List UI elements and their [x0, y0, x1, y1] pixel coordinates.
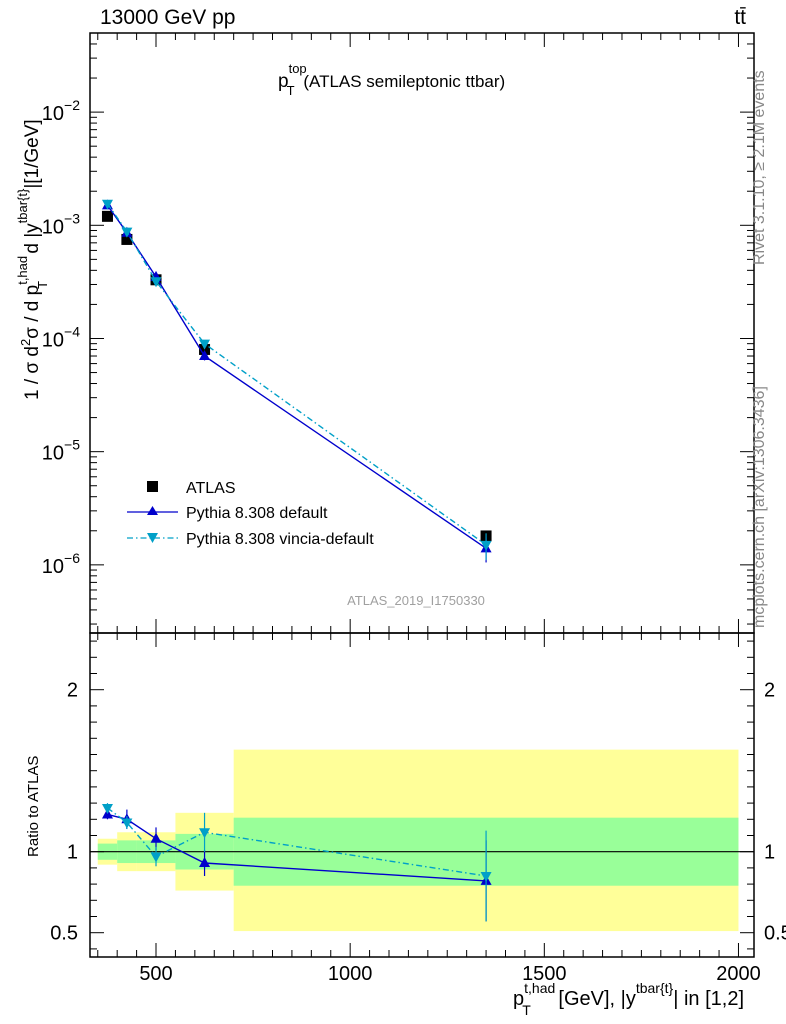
- legend-marker-vincia: [147, 533, 158, 543]
- main-y-tick-label: 10−2: [42, 97, 80, 125]
- ratio-y-tick-label-left: 2: [67, 680, 78, 702]
- plot-title: ptop T (ATLAS semileptonic ttbar): [278, 61, 505, 98]
- main-y-tick-label: 10−6: [42, 550, 80, 578]
- ratio-uncertainty-bands: [97, 749, 739, 932]
- main-point-atlas: [101, 210, 113, 222]
- legend-label-default: Pythia 8.308 default: [186, 505, 328, 522]
- ratio-point-default: [199, 857, 211, 868]
- main-point-vincia: [199, 339, 211, 350]
- x-tick-label: 1000: [328, 963, 373, 985]
- legend-label-atlas: ATLAS: [186, 480, 236, 497]
- x-tick-label: 2000: [716, 963, 761, 985]
- main-point-vincia: [480, 540, 492, 551]
- energy-label: 13000 GeV pp: [100, 6, 235, 29]
- legend: ATLAS Pythia 8.308 default Pythia 8.308 …: [127, 480, 374, 548]
- main-point-vincia: [101, 199, 113, 210]
- x-tick-label: 500: [139, 963, 172, 985]
- ratio-point-vincia: [150, 852, 162, 863]
- ratio-point-vincia: [480, 872, 492, 882]
- mcplots-label: mcplots.cern.ch [arXiv:1306.3436]: [751, 386, 768, 628]
- ratio-y-tick-label-right: 2: [764, 680, 775, 702]
- main-y-tick-label: 10−5: [42, 437, 80, 465]
- process-label: tt̄: [734, 6, 746, 29]
- main-line-vincia: [106, 203, 487, 546]
- main-point-atlas: [121, 233, 133, 245]
- legend-label-vincia: Pythia 8.308 vincia-default: [186, 531, 374, 548]
- svg-text:Ratio to ATLAS: Ratio to ATLAS: [25, 756, 42, 857]
- main-point-vincia: [121, 227, 133, 238]
- ratio-point-vincia: [101, 803, 113, 814]
- ratio-y-tick-label-right: 1: [764, 842, 775, 864]
- ratio-point-vincia: [121, 818, 133, 829]
- x-tick-label: 1500: [522, 963, 567, 985]
- ratio-y-tick-label-left: 0.5: [50, 923, 78, 945]
- main-point-vincia: [150, 277, 162, 288]
- ratio-y-tick-label-right: 0.5: [764, 923, 786, 945]
- ratio-series: [101, 803, 492, 922]
- ratio-y-tick-label-left: 1: [67, 842, 78, 864]
- main-y-tick-label: 10−3: [42, 210, 80, 238]
- ratio-panel-frame: [89, 632, 755, 958]
- main-y-tick-label: 10−4: [42, 323, 80, 351]
- rivet-version-label: Rivet 3.1.10, ≥ 2.1M events: [751, 70, 768, 265]
- x-axis-label: pt,had T [GeV], |ytbar{t}| in [1,2]: [513, 980, 744, 1018]
- legend-marker-atlas: [147, 481, 158, 492]
- main-series: [101, 199, 492, 563]
- legend-marker-default: [147, 506, 158, 515]
- ratio-point-default: [150, 832, 162, 843]
- svg-text:1 / σ d2σ / d pt,hadT d |ytbar: 1 / σ d2σ / d pt,hadT d |ytbar{t}|[1/GeV…: [15, 119, 50, 400]
- ratio-y-axis-ticks: 0.5 0.5 1 1 2 2: [50, 640, 786, 950]
- ratio-y-axis-label: Ratio to ATLAS: [25, 756, 42, 857]
- main-line-default: [106, 204, 487, 549]
- main-y-axis-ticks: 10−6 10−5 10−4 10−3 10−2: [42, 32, 754, 625]
- svg-text:Rivet 3.1.10, ≥ 2.1M events: Rivet 3.1.10, ≥ 2.1M events: [751, 70, 768, 265]
- svg-text:mcplots.cern.ch [arXiv:1306.34: mcplots.cern.ch [arXiv:1306.3436]: [751, 386, 768, 628]
- main-y-axis-label: 1 / σ d2σ / d pt,hadT d |ytbar{t}|[1/GeV…: [15, 119, 50, 400]
- ratio-point-vincia: [199, 828, 211, 839]
- main-point-default: [199, 350, 211, 361]
- analysis-watermark: ATLAS_2019_I1750330: [347, 593, 485, 608]
- x-axis-ticks: 500 1000 1500 2000: [97, 33, 761, 985]
